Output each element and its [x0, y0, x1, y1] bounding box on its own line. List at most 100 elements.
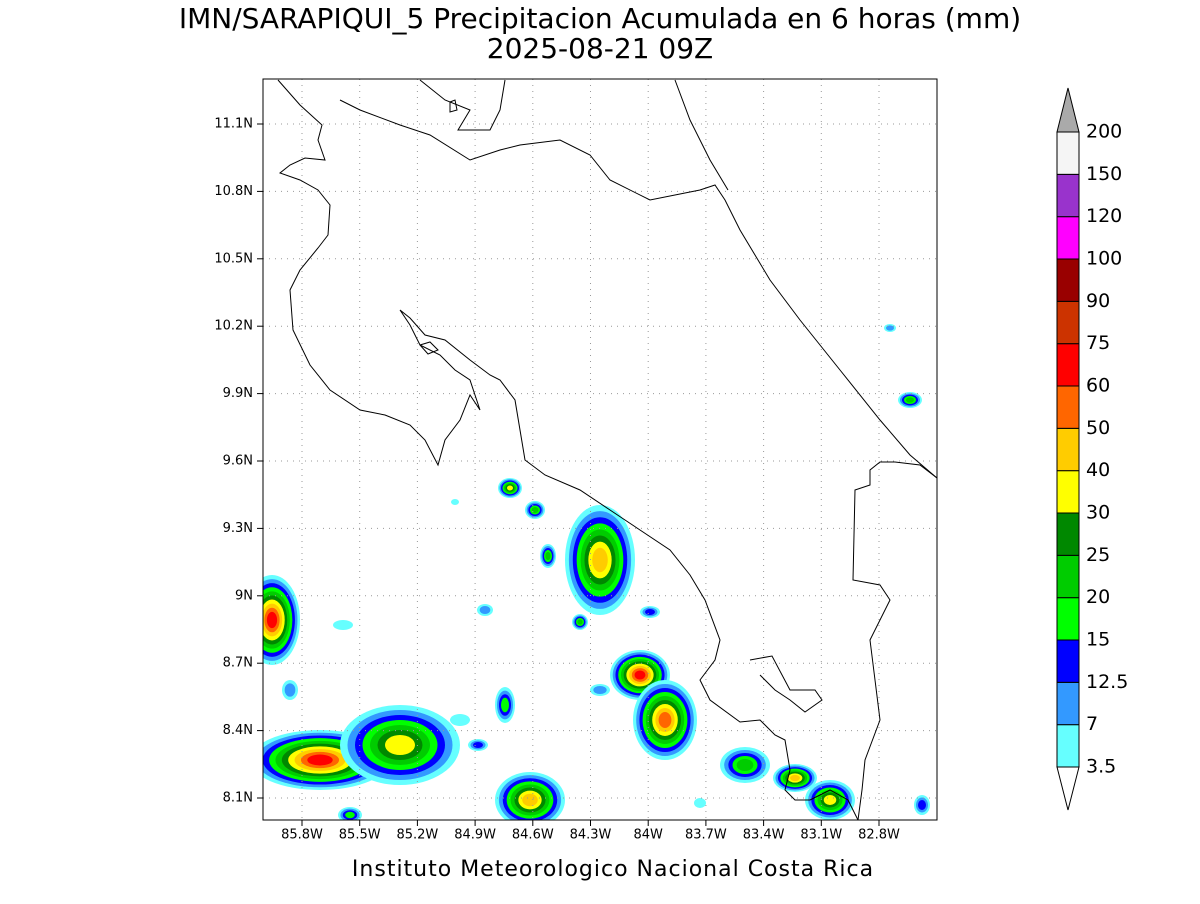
y-tick-label: 9.9N — [223, 386, 253, 401]
colorbar-label: 90 — [1086, 290, 1110, 312]
colorbar-label: 30 — [1086, 502, 1110, 524]
y-tick-label: 10.5N — [214, 251, 253, 266]
rain-contour — [634, 670, 646, 680]
colorbar-band — [1056, 681, 1080, 726]
coastlines — [277, 79, 937, 820]
y-tick-label: 8.7N — [223, 656, 253, 671]
island — [419, 341, 439, 355]
rain-contour — [918, 800, 926, 810]
caribbean-coast — [674, 79, 729, 191]
x-tick-label: 84.3W — [570, 828, 612, 843]
x-tick-label: 85.2W — [396, 828, 438, 843]
x-tick-label: 85.5W — [339, 828, 381, 843]
x-tick-label: 84W — [633, 828, 663, 843]
osa-peninsula — [749, 655, 823, 713]
y-tick-label: 11.1N — [214, 117, 253, 132]
rain-contour — [593, 686, 607, 694]
colorbar-label: 20 — [1086, 586, 1110, 608]
rain-contour — [450, 714, 470, 726]
colorbar-band — [1056, 258, 1080, 302]
x-tick-label: 85.8W — [281, 828, 323, 843]
colorbar-label: 3.5 — [1086, 756, 1116, 778]
plot-frame — [262, 78, 938, 821]
x-tick-label: 83.1W — [800, 828, 842, 843]
rain-contour — [823, 795, 837, 805]
colorbar-band — [1056, 597, 1080, 641]
rain-contour — [531, 507, 539, 513]
rain-contour — [333, 620, 353, 630]
footer: Instituto Meteorologico Nacional Costa R… — [352, 857, 874, 882]
rain-contour — [645, 609, 655, 615]
rain-contour — [266, 611, 278, 629]
island — [449, 99, 458, 113]
colorbar-band — [1056, 216, 1080, 260]
rain-contour — [592, 547, 608, 573]
colorbar-label: 75 — [1086, 332, 1110, 354]
colorbar-label: 150 — [1086, 163, 1122, 185]
colorbar-band — [1056, 385, 1080, 429]
colorbar-label: 25 — [1086, 544, 1110, 566]
colorbar-band — [1056, 639, 1080, 683]
y-tick-label: 10.8N — [214, 184, 253, 199]
rain-contour — [790, 774, 800, 782]
rain-contour — [284, 683, 296, 697]
x-tick-label: 84.9W — [454, 828, 496, 843]
rain-contour — [736, 759, 754, 771]
colorbar-band — [1056, 427, 1080, 472]
colorbar-band — [1056, 470, 1080, 514]
colorbar-band — [1056, 300, 1080, 345]
colorbar-label: 50 — [1086, 417, 1110, 439]
colorbar-label: 60 — [1086, 375, 1110, 397]
x-tick-label: 83.4W — [743, 828, 785, 843]
rain-contour — [451, 499, 459, 505]
colorbar: 3.5 7 12.5 15 20 25 30 40 50 60 75 90 100 120 150 200 — [1056, 87, 1128, 811]
nicaragua-coast — [419, 79, 506, 131]
y-tick-label: 9N — [235, 588, 253, 603]
rain-contour — [694, 798, 706, 808]
y-tick-label: 9.6N — [223, 454, 253, 469]
nicaragua-border — [339, 99, 937, 479]
colorbar-below — [1056, 766, 1080, 811]
x-tick-label: 83.7W — [685, 828, 727, 843]
subtitle: 2025-08-21 09Z — [487, 32, 713, 65]
colorbar-above — [1056, 87, 1080, 133]
colorbar-label: 100 — [1086, 248, 1122, 270]
rain-contour — [507, 485, 513, 491]
x-tick-label: 84.6W — [512, 828, 554, 843]
rain-contour — [522, 793, 538, 807]
rain-contour — [577, 619, 583, 625]
colorbar-band — [1056, 173, 1080, 218]
x-tick-label: 82.8W — [858, 828, 900, 843]
rain-contour — [479, 606, 491, 614]
colorbar-label: 15 — [1086, 629, 1110, 651]
title: IMN/SARAPIQUI_5 Precipitacion Acumulada … — [179, 2, 1021, 35]
y-tick-label: 8.4N — [223, 723, 253, 738]
colorbar-label: 120 — [1086, 205, 1122, 227]
rain-contour — [345, 811, 355, 819]
rain-contour — [906, 397, 914, 403]
y-tick-label: 8.1N — [223, 791, 253, 806]
colorbar-label: 12.5 — [1086, 671, 1128, 693]
rain-contour — [545, 552, 551, 560]
rain-contour — [385, 735, 415, 755]
y-tick-label: 10.2N — [214, 319, 253, 334]
panama-border — [852, 461, 937, 820]
pacific-coast — [277, 79, 859, 820]
grid: 85.8W 85.5W 85.2W 84.9W 84.6W 84.3W 84W 83.7W 83… — [214, 79, 937, 843]
colorbar-band — [1056, 554, 1080, 599]
colorbar-band — [1056, 724, 1080, 768]
colorbar-label: 40 — [1086, 459, 1110, 481]
rain-contour — [658, 712, 672, 728]
colorbar-band — [1056, 131, 1080, 175]
y-tick-label: 9.3N — [223, 521, 253, 536]
rain-contour — [501, 697, 509, 713]
colorbar-label: 200 — [1086, 121, 1122, 143]
colorbar-label: 7 — [1086, 713, 1098, 735]
precipitation-field — [263, 324, 930, 820]
rain-contour — [473, 742, 483, 748]
rain-contour — [307, 754, 333, 766]
colorbar-band — [1056, 343, 1080, 387]
colorbar-band — [1056, 512, 1080, 556]
